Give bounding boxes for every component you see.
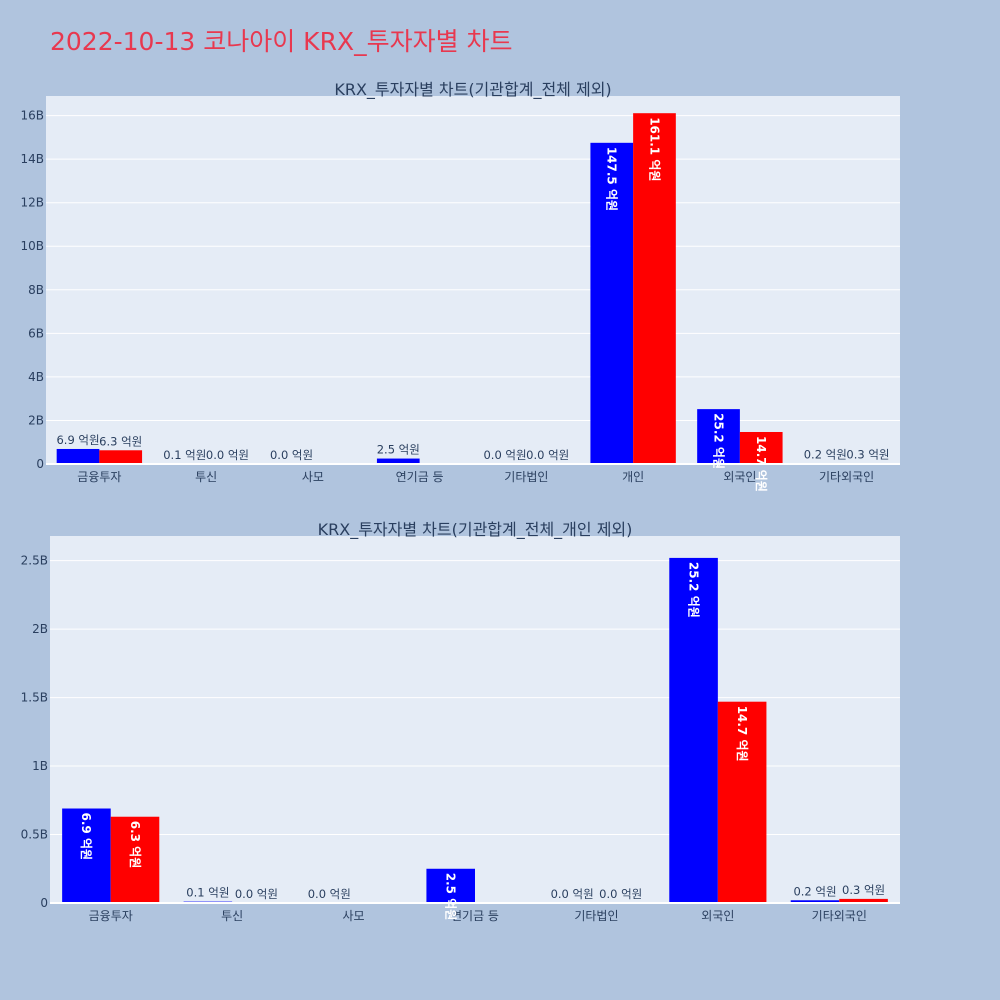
bar (669, 557, 718, 903)
x-tick-label: 기타법인 (504, 470, 548, 484)
y-tick-label: 12B (20, 196, 44, 210)
data-label: 6.9 억원 (79, 813, 93, 861)
x-tick-label: 외국인 (701, 909, 734, 923)
x-tick-label: 사모 (302, 470, 324, 484)
data-label: 0.0 억원 (526, 448, 569, 462)
x-tick-label: 투신 (221, 909, 243, 923)
data-label: 161.1 억원 (647, 117, 661, 181)
data-label: 0.2 억원 (793, 884, 836, 898)
x-tick-label: 기타외국인 (819, 470, 874, 484)
x-tick-label: 사모 (343, 909, 365, 923)
page-title: 2022-10-13 코나아이 KRX_투자자별 차트 (50, 27, 513, 56)
data-label: 0.0 억원 (206, 448, 249, 462)
y-tick-label: 14B (20, 152, 44, 166)
chart-title: KRX_투자자별 차트(기관합계_전체_개인 제외) (318, 520, 633, 540)
bar (633, 113, 676, 465)
data-label: 0.0 억원 (235, 887, 278, 901)
data-label: 0.0 억원 (483, 448, 526, 462)
data-label: 25.2 억원 (686, 562, 700, 618)
x-tick-label: 투신 (195, 470, 217, 484)
x-tick-label: 금융투자 (77, 470, 121, 484)
bar (839, 898, 888, 903)
bar (110, 816, 160, 903)
data-label: 147.5 억원 (605, 147, 619, 211)
y-tick-label: 8B (28, 283, 44, 297)
y-tick-label: 1.5B (21, 691, 48, 705)
data-label: 0.3 억원 (846, 447, 889, 461)
x-tick-label: 기타외국인 (812, 909, 867, 923)
y-tick-label: 16B (20, 109, 44, 123)
y-tick-label: 10B (20, 239, 44, 253)
bar (790, 900, 840, 903)
x-tick-label: 금융투자 (89, 909, 133, 923)
data-label: 2.5 억원 (444, 873, 458, 921)
data-label: 0.1 억원 (186, 886, 229, 900)
y-tick-label: 0 (36, 457, 44, 471)
x-tick-label: 개인 (622, 470, 644, 484)
y-tick-label: 2B (32, 622, 48, 636)
data-label: 25.2 억원 (711, 413, 725, 469)
data-label: 14.7 억원 (735, 706, 749, 762)
data-label: 6.9 억원 (56, 433, 99, 447)
data-label: 0.0 억원 (599, 887, 642, 901)
bar (590, 142, 634, 464)
data-label: 0.0 억원 (270, 448, 313, 462)
y-tick-label: 4B (28, 370, 44, 384)
data-label: 0.3 억원 (842, 883, 885, 897)
chart-top: KRX_투자자별 차트(기관합계_전체 제외) 0 2B 4B 6B 8B 10B 12B 14… (20, 80, 900, 492)
data-label: 0.0 억원 (308, 887, 351, 901)
bar (376, 458, 420, 464)
y-tick-label: 2B (28, 413, 44, 427)
data-label: 6.3 억원 (128, 821, 142, 869)
y-tick-label: 0 (40, 896, 48, 910)
y-tick-label: 6B (28, 326, 44, 340)
plot-area (46, 96, 900, 464)
bar (717, 701, 767, 903)
x-tick-label: 연기금 등 (396, 470, 444, 484)
bar (697, 409, 740, 464)
x-tick-label: 기타법인 (574, 909, 618, 923)
y-tick-label: 1B (32, 759, 48, 773)
chart-title: KRX_투자자별 차트(기관합계_전체 제외) (334, 80, 611, 100)
bar (426, 868, 475, 903)
x-tick-label: 연기금 등 (451, 909, 499, 923)
chart-bottom: KRX_투자자별 차트(기관합계_전체_개인 제외) 0 0.5B 1B 1.5B 2B 2… (21, 520, 900, 923)
data-label: 6.3 억원 (99, 434, 142, 448)
plot-area (50, 536, 900, 903)
data-label: 2.5 억원 (377, 443, 420, 457)
data-label: 0.0 억원 (551, 887, 594, 901)
bar (99, 450, 143, 464)
bar (56, 448, 100, 464)
x-tick-label: 외국인 (723, 470, 756, 484)
bar (739, 431, 783, 464)
y-tick-label: 2.5B (21, 554, 48, 568)
data-label: 0.2 억원 (804, 448, 847, 462)
y-tick-label: 0.5B (21, 828, 48, 842)
data-label: 0.1 억원 (163, 448, 206, 462)
bar (62, 808, 111, 903)
